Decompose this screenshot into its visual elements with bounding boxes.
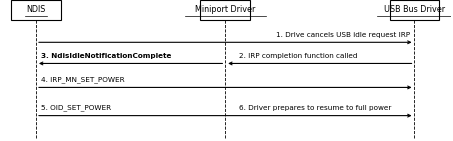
- Text: 3. NdisIdleNotificationComplete: 3. NdisIdleNotificationComplete: [41, 53, 171, 59]
- Bar: [201, 0, 250, 20]
- Bar: [11, 0, 61, 20]
- Text: 6. Driver prepares to resume to full power: 6. Driver prepares to resume to full pow…: [239, 105, 391, 111]
- Text: Miniport Driver: Miniport Driver: [195, 5, 255, 14]
- Text: 4. IRP_MN_SET_POWER: 4. IRP_MN_SET_POWER: [41, 76, 124, 83]
- Text: USB Bus Driver: USB Bus Driver: [384, 5, 445, 14]
- Text: NDIS: NDIS: [26, 5, 46, 14]
- Text: 5. OID_SET_POWER: 5. OID_SET_POWER: [41, 105, 111, 111]
- Bar: [390, 0, 439, 20]
- Text: 1. Drive cancels USB idle request IRP: 1. Drive cancels USB idle request IRP: [276, 32, 410, 38]
- Text: 2. IRP completion function called: 2. IRP completion function called: [239, 53, 357, 59]
